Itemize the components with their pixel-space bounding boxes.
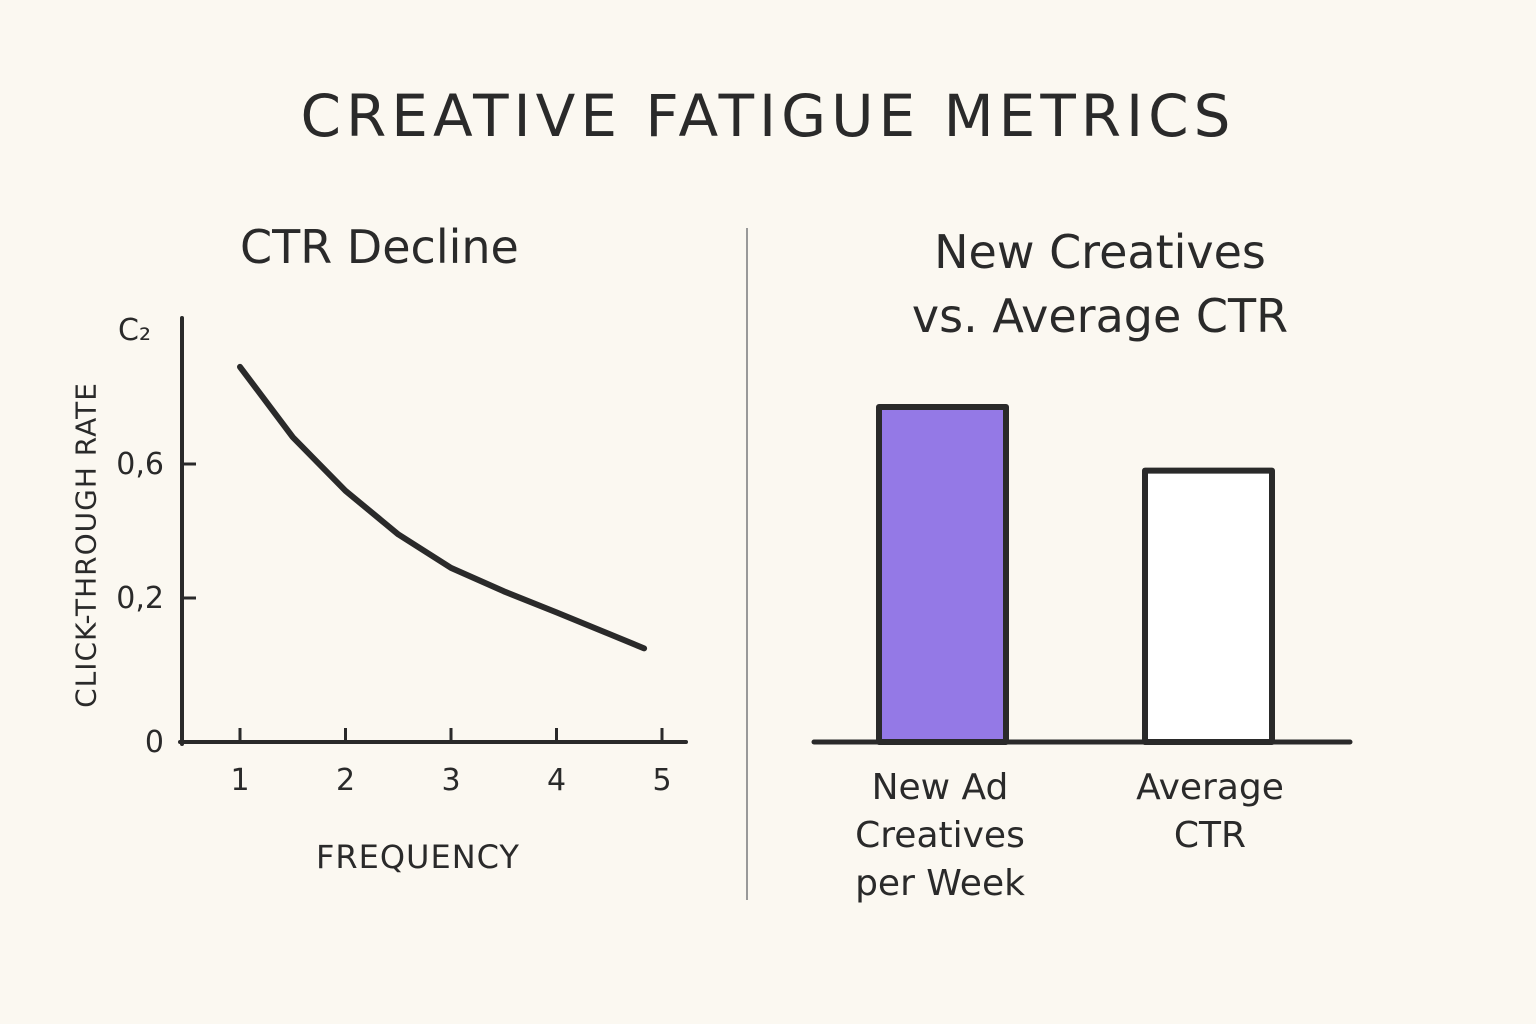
x-tick-label: 5	[652, 763, 671, 798]
y-tick-label: 0,6	[116, 447, 164, 482]
bar	[1142, 467, 1275, 745]
x-tick-label: 3	[441, 763, 460, 798]
ctr-decline-title: CTR Decline	[240, 220, 519, 274]
infographic-title: CREATIVE FATIGUE METRICS	[300, 82, 1236, 150]
x-tick-label: 4	[547, 763, 566, 798]
y-axis-top-label: C₂	[118, 313, 151, 348]
bar	[876, 404, 1009, 745]
bar-category-label: New Ad Creatives per Week	[855, 767, 1025, 904]
y-tick-label: 0,2	[116, 581, 164, 616]
x-axis-label: FREQUENCY	[316, 838, 520, 876]
x-tick-label: 1	[230, 763, 249, 798]
ctr-decline-line	[237, 363, 648, 652]
y-tick-label: 0	[145, 725, 164, 760]
divider	[746, 228, 748, 900]
bar-chart-title: New Creatives vs. Average CTR	[911, 225, 1289, 343]
x-tick-label: 2	[336, 763, 355, 798]
bar-category-label: Average CTR	[1136, 767, 1284, 856]
